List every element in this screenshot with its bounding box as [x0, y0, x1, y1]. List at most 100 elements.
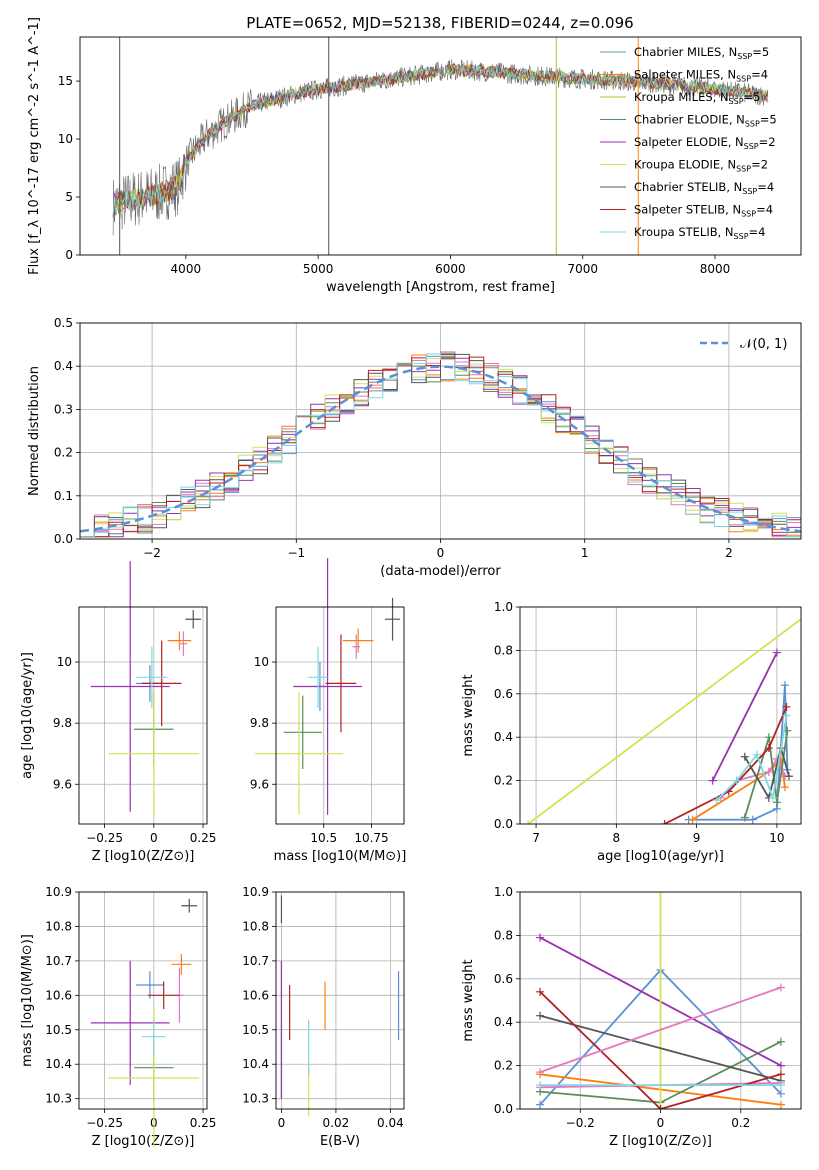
axes-frame	[79, 36, 802, 256]
y-tick-label: 9.6	[53, 777, 72, 791]
legend-label: Salpeter STELIB, NSSP=4	[634, 203, 773, 219]
y-tick-label: 0.2	[54, 446, 73, 460]
y-tick-label: 5	[65, 190, 73, 204]
y-tick-label: 0.3	[54, 402, 73, 416]
figure-title: PLATE=0652, MJD=52138, FIBERID=0244, z=0…	[246, 14, 633, 32]
weight-marker	[536, 933, 545, 942]
legend-label: Salpeter MILES, NSSP=4	[634, 68, 768, 84]
x-tick-label: −0.2	[566, 1116, 595, 1130]
y-tick-label: 10	[57, 655, 72, 669]
x-tick-label: 0.25	[190, 1116, 217, 1130]
x-tick-label: 0.2	[731, 1116, 750, 1130]
y-axis-label: age [log10(age/yr)]	[20, 652, 35, 779]
x-axis-label: mass [log10(M/M⊙)]	[274, 849, 407, 864]
legend-label: Kroupa STELIB, NSSP=4	[634, 225, 765, 241]
y-tick-label: 0.6	[494, 972, 513, 986]
x-tick-label: −2	[143, 546, 161, 560]
weight-marker	[780, 783, 789, 792]
x-tick-label: 8	[613, 831, 621, 845]
normal-curve	[79, 365, 802, 533]
y-tick-label: 10.3	[45, 1092, 72, 1106]
y-tick-label: 9.6	[250, 777, 269, 791]
weight-marker	[536, 1068, 545, 1077]
weight-line	[527, 617, 801, 824]
y-tick-label: 0.0	[494, 1102, 513, 1116]
panel-mass-vs-Z: −0.2500.2510.310.410.510.610.710.810.9Z …	[20, 885, 216, 1149]
y-tick-label: 0.0	[54, 532, 73, 546]
x-tick-label: 0.02	[323, 1116, 350, 1130]
legend: Chabrier MILES, NSSP=5 Salpeter MILES, NS…	[600, 45, 777, 241]
y-tick-label: 0.2	[494, 1059, 513, 1073]
x-tick-label: 9	[693, 831, 701, 845]
legend-label: Kroupa ELODIE, NSSP=2	[634, 158, 768, 174]
y-tick-label: 0.0	[494, 817, 513, 831]
panel-spectrum: 4000 5000 6000 7000 8000 0 5 10 15 wavelength [An…	[27, 17, 802, 295]
x-tick-label: 0	[278, 1116, 286, 1130]
weight-marker	[764, 767, 773, 776]
y-tick-label: 10.6	[242, 988, 269, 1002]
y-tick-label: 15	[58, 74, 73, 88]
weight-line	[664, 706, 788, 824]
y-tick-label: 10.8	[45, 919, 72, 933]
weight-marker	[536, 1011, 545, 1020]
axes-frame	[275, 891, 405, 1110]
x-tick-label: −0.25	[86, 1116, 123, 1130]
y-tick-label: 10.5	[242, 1023, 269, 1037]
y-tick-label: 10.4	[242, 1057, 269, 1071]
weight-marker	[764, 744, 773, 753]
legend-label: Chabrier STELIB, NSSP=4	[634, 180, 774, 196]
weight-marker	[656, 1105, 665, 1109]
y-axis-label: mass weight	[461, 959, 476, 1041]
weight-lines	[536, 892, 785, 1109]
x-tick-label: 0.25	[190, 831, 217, 845]
x-tick-label: 2	[725, 546, 733, 560]
weight-marker	[776, 1070, 785, 1079]
weight-marker	[752, 750, 761, 759]
y-tick-label: 10.6	[45, 988, 72, 1002]
axes-frame	[79, 322, 802, 540]
weight-marker	[712, 796, 721, 805]
histogram-step	[80, 353, 801, 538]
y-tick-label: 10.3	[242, 1092, 269, 1106]
axes-frame	[275, 606, 405, 825]
axes-frame	[78, 891, 208, 1110]
panel-age-vs-mass: 10.5 10.75 9.6 9.8 10 mass [log10(M/M⊙)]	[250, 558, 406, 864]
y-tick-label: 10.7	[242, 954, 269, 968]
axes-frame	[519, 891, 802, 1110]
x-tick-label: 7000	[567, 262, 598, 276]
y-tick-label: 0	[65, 248, 73, 262]
panel-residuals: −2 −1 0 1 2 0.0 0.1 0.2 0.3 0.4 0.5 (data-model)/er…	[27, 316, 802, 579]
y-tick-label: 0.4	[54, 359, 73, 373]
x-tick-label: 6000	[435, 262, 466, 276]
weight-line	[539, 986, 782, 1073]
y-tick-label: 10.5	[45, 1023, 72, 1037]
x-tick-label: 0.04	[377, 1116, 404, 1130]
weight-line	[716, 715, 788, 802]
x-axis-label: Z [log10(Z/Z⊙)]	[92, 1134, 195, 1149]
y-tick-label: 10.8	[242, 919, 269, 933]
y-tick-label: 10.9	[45, 885, 72, 899]
weight-marker	[776, 983, 785, 992]
x-tick-label: 0	[150, 831, 158, 845]
x-tick-label: −0.25	[86, 831, 123, 845]
y-axis-label: mass weight	[461, 674, 476, 756]
panel-weight-vs-Z: −0.2 0 0.2 0.0 0.2 0.4 0.6 0.8 1.0 Z [log10(Z/Z⊙)…	[461, 885, 802, 1149]
weight-marker	[776, 1037, 785, 1046]
x-tick-label: 7	[532, 831, 540, 845]
legend-label: 𝒩(0, 1)	[740, 337, 787, 352]
x-tick-label: 1	[581, 546, 589, 560]
weight-marker	[782, 711, 791, 720]
weight-marker	[772, 798, 781, 807]
y-tick-label: 0.5	[54, 316, 73, 330]
weight-marker	[536, 1081, 545, 1090]
x-axis-label: age [log10(age/yr)]	[597, 849, 724, 864]
weight-marker	[524, 820, 533, 824]
x-axis-label: E(B-V)	[320, 1134, 360, 1149]
legend-label: Chabrier MILES, NSSP=5	[634, 45, 769, 61]
spectrum-lines	[112, 37, 769, 255]
weight-line	[539, 1014, 782, 1082]
weight-lines	[524, 617, 801, 824]
x-tick-label: 10.5	[310, 831, 337, 845]
